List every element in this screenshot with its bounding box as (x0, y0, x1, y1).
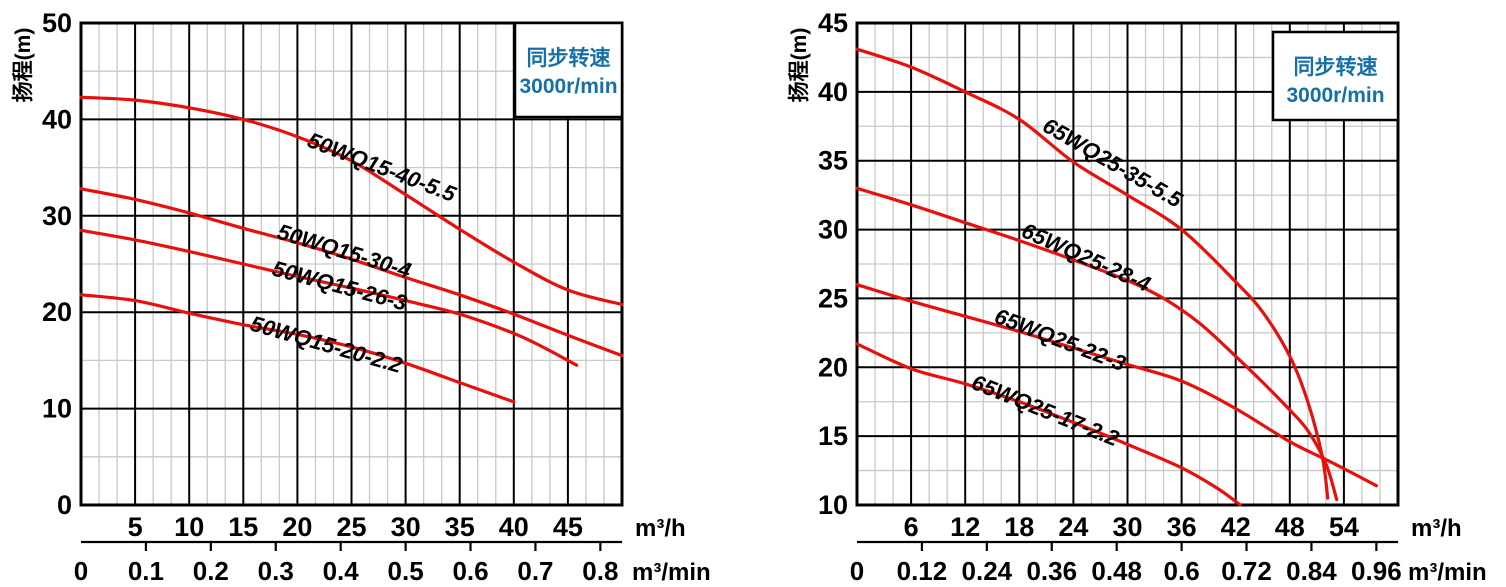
y-tick-label: 0 (57, 490, 72, 520)
x-tick-label: 30 (391, 512, 421, 542)
curves: 50WQ15-40-5.550WQ15-30-450WQ15-26-350WQ1… (79, 95, 624, 404)
x-tick-label: 48 (1275, 512, 1305, 542)
primary-unit-label: m³/h (1411, 515, 1462, 542)
y-axis-labels: 0 10 20 30 40 50 (42, 8, 72, 520)
y-tick-label: 20 (42, 297, 72, 327)
speed-box: 同步转速 3000r/min (1271, 30, 1400, 122)
y-tick-label: 50 (42, 8, 72, 38)
curve-50WQ15-26-3 (79, 228, 579, 367)
x-tick-label: 30 (1112, 512, 1142, 542)
secondary-tick-label: 0 (74, 556, 88, 586)
x-tick-label: 35 (445, 512, 475, 542)
curve-50WQ15-30-4 (79, 187, 624, 358)
x-tick-label: 20 (282, 512, 312, 542)
x-tick-label: 36 (1167, 512, 1197, 542)
x-tick-label: 18 (1004, 512, 1034, 542)
secondary-tick-label: 0.4 (323, 556, 360, 586)
secondary-tick-label: 0.8 (582, 556, 618, 586)
speed-label-line2: 3000r/min (1286, 84, 1384, 107)
x-tick-label: 45 (553, 512, 583, 542)
y-tick-label: 40 (42, 104, 72, 134)
secondary-tick-label: 0.7 (517, 556, 553, 586)
x-tick-label: 6 (904, 512, 919, 542)
curve-65WQ25-28-4 (855, 186, 1339, 502)
y-tick-label: 20 (818, 352, 848, 382)
curve-65WQ25-17-2.2 (855, 342, 1242, 507)
speed-label-line1: 同步转速 (527, 46, 611, 70)
y-tick-label: 30 (42, 201, 72, 231)
secondary-tick-label: 0.36 (1026, 556, 1077, 586)
secondary-tick-label: 0.6 (1164, 556, 1200, 586)
secondary-tick-label: 0.96 (1351, 556, 1402, 586)
primary-unit-label: m³/h (635, 515, 686, 542)
plot-frame (855, 21, 1400, 507)
y-tick-label: 40 (818, 77, 848, 107)
x-tick-label: 24 (1058, 512, 1088, 542)
secondary-tick-label: 0.5 (388, 556, 424, 586)
speed-box: 同步转速 3000r/min (513, 21, 624, 119)
secondary-axis: 0 0.12 0.24 0.36 0.48 0.6 0.72 0.84 0.96 m³/min (850, 540, 1487, 586)
secondary-tick-label: 0.72 (1221, 556, 1272, 586)
x-tick-label: 12 (950, 512, 980, 542)
secondary-tick-label: 0.12 (897, 556, 948, 586)
grid-major (81, 23, 622, 505)
y-tick-label: 15 (818, 421, 848, 451)
secondary-tick-label: 0.24 (962, 556, 1013, 586)
y-tick-label: 30 (818, 215, 848, 245)
secondary-tick-label: 0.3 (258, 556, 294, 586)
y-axis-labels: 10 15 20 25 30 35 40 45 (818, 8, 848, 520)
y-tick-label: 10 (42, 394, 72, 424)
chart-65WQ25: 同步转速3000r/min65WQ25-35-5.565WQ25-28-465W… (788, 8, 1487, 586)
curve-50WQ15-20-2.2 (79, 293, 516, 404)
y-tick-label: 25 (818, 283, 848, 313)
curve-65WQ25-35-5.5 (855, 47, 1330, 500)
curve-label-65WQ25-35-5.5: 65WQ25-35-5.5 (1039, 113, 1188, 213)
secondary-tick-label: 0.1 (128, 556, 164, 586)
secondary-tick-label: 0.6 (452, 556, 488, 586)
x-axis-labels: 6 12 18 24 30 36 42 48 54 m³/h (904, 512, 1462, 542)
curve-label-65WQ25-22-3: 65WQ25-22-3 (991, 303, 1129, 376)
secondary-tick-label: 0.48 (1091, 556, 1142, 586)
curve-label-50WQ15-20-2.2: 50WQ15-20-2.2 (248, 311, 406, 378)
plot-frame (79, 21, 624, 507)
secondary-axis: 0 0.1 0.2 0.3 0.4 0.5 0.6 0.7 0.8 m³/min (74, 540, 711, 586)
secondary-unit-label: m³/min (632, 559, 711, 586)
x-tick-label: 5 (128, 512, 143, 542)
secondary-tick-label: 0.2 (193, 556, 229, 586)
curve-65WQ25-22-3 (855, 283, 1378, 488)
secondary-unit-label: m³/min (1408, 559, 1487, 586)
x-tick-label: 15 (228, 512, 258, 542)
secondary-tick-label: 0.84 (1286, 556, 1337, 586)
speed-label-line2: 3000r/min (519, 75, 617, 98)
y-axis-title: 扬程(m) (12, 28, 35, 103)
x-tick-label: 40 (499, 512, 529, 542)
secondary-tick-label: 0 (850, 556, 864, 586)
x-tick-label: 10 (174, 512, 204, 542)
chart-50WQ15: 同步转速 3000r/min50WQ15-40-5.550WQ15-30-450W… (12, 8, 711, 586)
grid-minor (857, 23, 1398, 505)
y-tick-label: 45 (818, 8, 848, 38)
speed-label-line1: 同步转速 (1294, 55, 1378, 79)
curve-50WQ15-40-5.5 (79, 95, 624, 307)
x-tick-label: 42 (1221, 512, 1251, 542)
y-axis-title: 扬程(m) (788, 28, 811, 103)
x-tick-label: 54 (1329, 512, 1359, 542)
y-tick-label: 35 (818, 146, 848, 176)
y-tick-label: 10 (818, 490, 848, 520)
curve-label-65WQ25-17-2.2: 65WQ25-17-2.2 (968, 369, 1123, 451)
x-axis-labels: 5 10 15 20 25 30 35 40 45 m³/h (128, 512, 686, 542)
x-tick-label: 25 (336, 512, 366, 542)
